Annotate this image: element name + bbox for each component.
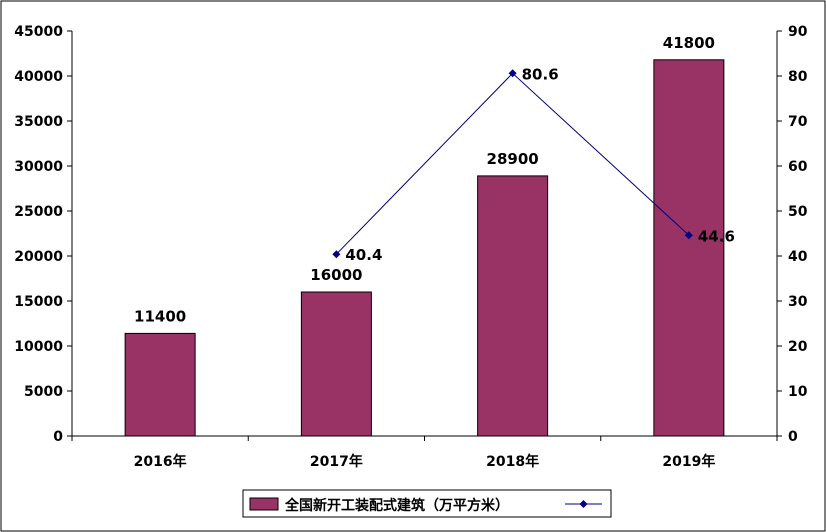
line-point <box>508 69 517 78</box>
legend-marker-line <box>579 500 588 508</box>
y-left-tick-label: 5000 <box>24 384 63 400</box>
y-left-tick-label: 10000 <box>14 339 63 355</box>
y-right-tick-label: 90 <box>788 24 808 40</box>
y-left-tick-label: 20000 <box>14 249 63 265</box>
legend-box <box>242 489 612 518</box>
bar <box>477 175 549 437</box>
y-right-tick-label: 70 <box>788 114 808 130</box>
legend-label-bar: 全国新开工装配式建筑（万平方米） <box>284 497 509 514</box>
bar-data-label: 41800 <box>663 34 715 52</box>
y-left-tick-label: 25000 <box>14 204 63 220</box>
y-right-tick-label: 30 <box>788 294 808 310</box>
x-tick-label: 2018年 <box>486 453 539 470</box>
bar <box>124 332 196 437</box>
y-right-tick-label: 10 <box>788 384 808 400</box>
y-right-tick-label: 80 <box>788 69 808 85</box>
y-right-tick-label: 50 <box>788 204 808 220</box>
x-tick-label: 2017年 <box>310 453 363 470</box>
bar-data-label: 28900 <box>487 150 539 168</box>
legend: 全国新开工装配式建筑（万平方米） <box>242 489 612 518</box>
x-tick-label: 2019年 <box>662 453 715 470</box>
line-point <box>332 250 341 259</box>
line-point <box>684 231 693 240</box>
bar-data-label: 16000 <box>310 266 362 284</box>
y-left-tick-label: 0 <box>53 429 63 445</box>
y-right-tick-label: 60 <box>788 159 808 175</box>
line-data-label: 40.4 <box>345 246 382 264</box>
bar-data-label: 11400 <box>134 307 186 325</box>
y-left-tick-label: 40000 <box>14 69 63 85</box>
legend-swatch-bar <box>249 497 279 511</box>
line-data-label: 80.6 <box>522 65 559 83</box>
line-data-label: 44.6 <box>698 227 735 245</box>
plot-area: 0 5000 10000 15000 20000 25000 30000 35000 40000… <box>14 24 807 470</box>
y-left-tick-label: 45000 <box>14 24 63 40</box>
x-tick-label: 2016年 <box>134 453 187 470</box>
bar <box>300 291 372 437</box>
y-left-tick-label: 35000 <box>14 114 63 130</box>
y-left-tick-label: 30000 <box>14 159 63 175</box>
y-right-tick-label: 0 <box>788 429 798 445</box>
bar <box>653 59 725 437</box>
y-left-tick-label: 15000 <box>14 294 63 310</box>
y-right-tick-label: 20 <box>788 339 808 355</box>
y-right-tick-label: 40 <box>788 249 808 265</box>
